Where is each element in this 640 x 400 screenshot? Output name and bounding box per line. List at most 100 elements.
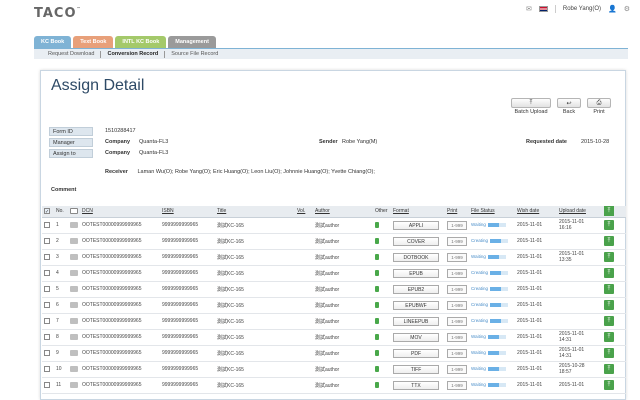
format-button[interactable]: TIFF (393, 364, 439, 374)
upload-icon[interactable]: ⤒ (604, 332, 614, 342)
print-button[interactable]: ⎙ (587, 98, 611, 108)
chat-icon[interactable] (70, 301, 78, 308)
upload-all-icon[interactable]: ⤒ (604, 206, 614, 217)
vol-header[interactable]: Vol. (295, 206, 313, 218)
chat-icon[interactable] (70, 349, 78, 356)
row-title: 測試KC-165 (215, 329, 295, 346)
row-comment-cell (68, 297, 80, 314)
chat-icon[interactable] (70, 269, 78, 276)
upload-icon[interactable]: ⤒ (604, 348, 614, 358)
chat-icon[interactable] (70, 317, 78, 324)
document-icon[interactable] (375, 221, 379, 228)
format-button[interactable]: LINEEPUB (393, 316, 439, 326)
chat-icon[interactable] (70, 285, 78, 292)
format-button[interactable]: PDF (393, 348, 439, 358)
document-icon[interactable] (375, 253, 379, 260)
row-checkbox[interactable] (44, 365, 50, 372)
row-checkbox[interactable] (44, 285, 50, 292)
upload-icon[interactable]: ⤒ (604, 284, 614, 294)
print-range-select[interactable]: 1-999 (447, 316, 467, 326)
back-button[interactable]: ↩ (557, 98, 581, 108)
dcn-header[interactable]: DCN (80, 206, 160, 218)
tab-text-book[interactable]: Text Book (73, 36, 114, 48)
upload-icon[interactable]: ⤒ (604, 316, 614, 326)
upload-date-header[interactable]: Upload date (557, 206, 602, 218)
select-all-checkbox[interactable]: ✓ (44, 208, 50, 216)
format-button[interactable]: COVER (393, 236, 439, 246)
document-icon[interactable] (375, 237, 379, 244)
document-icon[interactable] (375, 349, 379, 356)
form-id-row: Form ID 1510288417 (49, 127, 617, 138)
row-checkbox[interactable] (44, 269, 50, 276)
document-icon[interactable] (375, 381, 379, 388)
document-icon[interactable] (375, 317, 379, 324)
author-header[interactable]: Author (313, 206, 373, 218)
row-checkbox[interactable] (44, 253, 50, 260)
upload-icon[interactable]: ⤒ (604, 236, 614, 246)
format-button[interactable]: TTX (393, 380, 439, 390)
tab-kc-book[interactable]: KC Book (34, 36, 72, 48)
print-range-select[interactable]: 1-999 (447, 236, 467, 246)
upload-icon[interactable]: ⤒ (604, 252, 614, 262)
tab-management[interactable]: Management (168, 36, 216, 48)
document-icon[interactable] (375, 285, 379, 292)
document-icon[interactable] (375, 269, 379, 276)
upload-icon[interactable]: ⤒ (604, 380, 614, 390)
row-title: 測試KC-165 (215, 345, 295, 362)
row-checkbox[interactable] (44, 381, 50, 388)
gear-icon[interactable]: ⚙ (623, 5, 630, 13)
table-row: 4 OOTEST00000999999965 9999999999965 測試KC-1… (42, 265, 626, 282)
row-checkbox[interactable] (44, 333, 50, 340)
format-button[interactable]: DOTBOOK (393, 252, 439, 262)
print-range-select[interactable]: 1-999 (447, 364, 467, 374)
chat-icon[interactable] (70, 221, 78, 228)
form-id-key: Form ID (49, 127, 93, 136)
upload-icon[interactable]: ⤒ (604, 220, 614, 230)
row-checkbox[interactable] (44, 237, 50, 244)
row-checkbox[interactable] (44, 221, 50, 228)
print-range-select[interactable]: 1-999 (447, 252, 467, 262)
print-range-select[interactable]: 1-999 (447, 284, 467, 294)
app-logo[interactable]: TACO™ (34, 6, 82, 21)
format-header[interactable]: Format (391, 206, 445, 218)
upload-icon[interactable]: ⤒ (604, 268, 614, 278)
format-button[interactable]: EPUBWF (393, 300, 439, 310)
format-button[interactable]: MOV (393, 332, 439, 342)
print-range-select[interactable]: 1-999 (447, 380, 467, 390)
upload-icon[interactable]: ⤒ (604, 300, 614, 310)
print-header[interactable]: Print (445, 206, 469, 218)
document-icon[interactable] (375, 301, 379, 308)
format-button[interactable]: APPLI (393, 220, 439, 230)
format-button[interactable]: EPUB2 (393, 284, 439, 294)
row-checkbox[interactable] (44, 301, 50, 308)
subnav-source-file-record[interactable]: Source File Record (171, 51, 219, 57)
chat-icon[interactable] (70, 253, 78, 260)
print-range-select[interactable]: 1-999 (447, 220, 467, 230)
subnav-conversion-record[interactable]: Conversion Record (107, 51, 159, 57)
document-icon[interactable] (375, 333, 379, 340)
isbn-header[interactable]: ISBN (160, 206, 215, 218)
upload-icon[interactable]: ⤒ (604, 364, 614, 374)
format-button[interactable]: EPUB (393, 268, 439, 278)
row-checkbox[interactable] (44, 317, 50, 324)
row-checkbox[interactable] (44, 349, 50, 356)
chat-icon[interactable] (70, 381, 78, 388)
chat-icon[interactable] (70, 237, 78, 244)
uk-flag-icon[interactable] (538, 6, 548, 12)
print-range-select[interactable]: 1-999 (447, 332, 467, 342)
tab-intl-kc-book[interactable]: INTL KC Book (115, 36, 167, 48)
title-header[interactable]: Title (215, 206, 295, 218)
document-icon[interactable] (375, 365, 379, 372)
wish-date-header[interactable]: Wish date (515, 206, 557, 218)
chat-icon[interactable] (70, 333, 78, 340)
print-range-select[interactable]: 1-999 (447, 268, 467, 278)
file-status-text: Creating (471, 270, 489, 275)
user-icon[interactable]: 👤 (608, 5, 617, 13)
mail-icon[interactable]: ✉ (525, 5, 532, 13)
print-range-select[interactable]: 1-999 (447, 348, 467, 358)
subnav-request-download[interactable]: Request Download (48, 51, 95, 57)
batch-upload-button[interactable]: ⤒ (511, 98, 551, 108)
chat-icon[interactable] (70, 365, 78, 372)
print-range-select[interactable]: 1-999 (447, 300, 467, 310)
file-status-header[interactable]: File Status (469, 206, 515, 218)
